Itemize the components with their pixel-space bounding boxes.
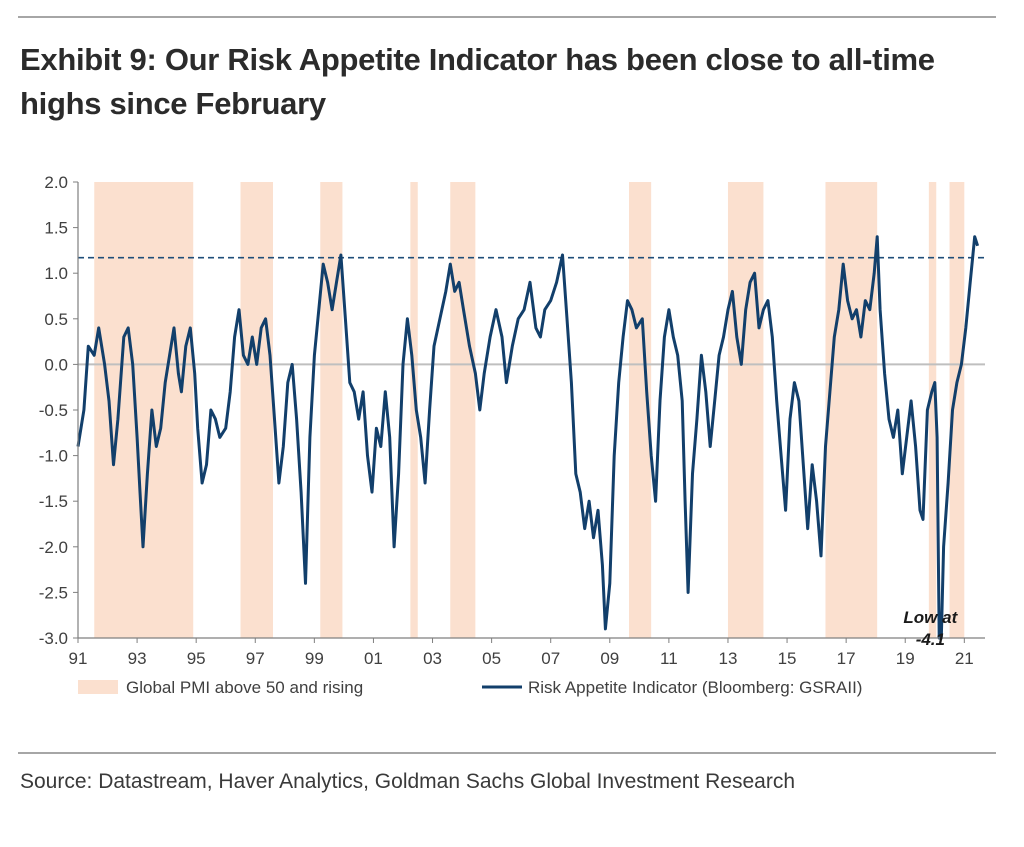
bottom-rule — [18, 752, 996, 754]
pmi-shade-period-6 — [727, 182, 764, 638]
x-tick-label: 09 — [600, 649, 619, 668]
pmi-shade-period-1 — [240, 182, 273, 638]
source-note: Source: Datastream, Haver Analytics, Gol… — [20, 770, 796, 793]
x-tick-label: 07 — [541, 649, 560, 668]
y-tick-label: -1.0 — [39, 447, 68, 466]
y-tick-label: -3.0 — [39, 629, 68, 648]
y-tick-label: -0.5 — [39, 401, 68, 420]
annotation-low-line-1: Low at — [903, 608, 958, 627]
y-tick-label: 2.0 — [44, 173, 68, 192]
x-tick-label: 15 — [778, 649, 797, 668]
pmi-shade-period-5 — [628, 182, 652, 638]
x-tick-label: 99 — [305, 649, 324, 668]
y-tick-label: -2.0 — [39, 538, 68, 557]
title-line-2: highs since February — [20, 86, 326, 121]
x-tick-label: 05 — [482, 649, 501, 668]
pmi-shade-period-4 — [450, 182, 476, 638]
y-tick-label: 0.5 — [44, 310, 68, 329]
chart-title: Exhibit 9: Our Risk Appetite Indicator h… — [20, 38, 980, 126]
pmi-shade-period-9 — [949, 182, 965, 638]
x-tick-label: 95 — [187, 649, 206, 668]
y-tick-label: 0.0 — [44, 355, 68, 374]
pmi-shade-period-3 — [410, 182, 418, 638]
pmi-shade-period-2 — [320, 182, 343, 638]
legend-label-area: Global PMI above 50 and rising — [126, 678, 363, 697]
y-tick-label: -1.5 — [39, 492, 68, 511]
x-tick-label: 11 — [660, 649, 678, 668]
x-tick-label: 97 — [246, 649, 265, 668]
x-tick-label: 19 — [896, 649, 915, 668]
x-tick-label: 13 — [719, 649, 738, 668]
y-tick-label: 1.5 — [44, 219, 68, 238]
y-tick-label: 1.0 — [44, 264, 68, 283]
pmi-shading-layer — [94, 182, 965, 638]
top-rule — [18, 16, 996, 18]
x-tick-label: 01 — [364, 649, 383, 668]
annotation-low-line-2: -4.1 — [916, 630, 945, 649]
legend: Global PMI above 50 and rising Risk Appet… — [78, 678, 862, 697]
x-tick-label: 17 — [837, 649, 856, 668]
x-tick-label: 21 — [955, 649, 974, 668]
x-tick-label: 03 — [423, 649, 442, 668]
legend-label-line: Risk Appetite Indicator (Bloomberg: GSRA… — [528, 678, 862, 697]
x-tick-label: 93 — [128, 649, 147, 668]
pmi-shade-period-8 — [928, 182, 937, 638]
axis-layer: 2.01.51.00.50.0-0.5-1.0-1.5-2.0-2.5-3.09… — [39, 173, 985, 668]
risk-appetite-chart: 2.01.51.00.50.0-0.5-1.0-1.5-2.0-2.5-3.09… — [39, 173, 985, 697]
series-line-0 — [76, 235, 980, 640]
pmi-shade-period-7 — [825, 182, 878, 638]
legend-swatch-area — [78, 680, 118, 694]
series-layer — [76, 235, 980, 640]
title-line-1: Exhibit 9: Our Risk Appetite Indicator h… — [20, 42, 935, 77]
y-tick-label: -2.5 — [39, 583, 68, 602]
x-tick-label: 91 — [69, 649, 88, 668]
